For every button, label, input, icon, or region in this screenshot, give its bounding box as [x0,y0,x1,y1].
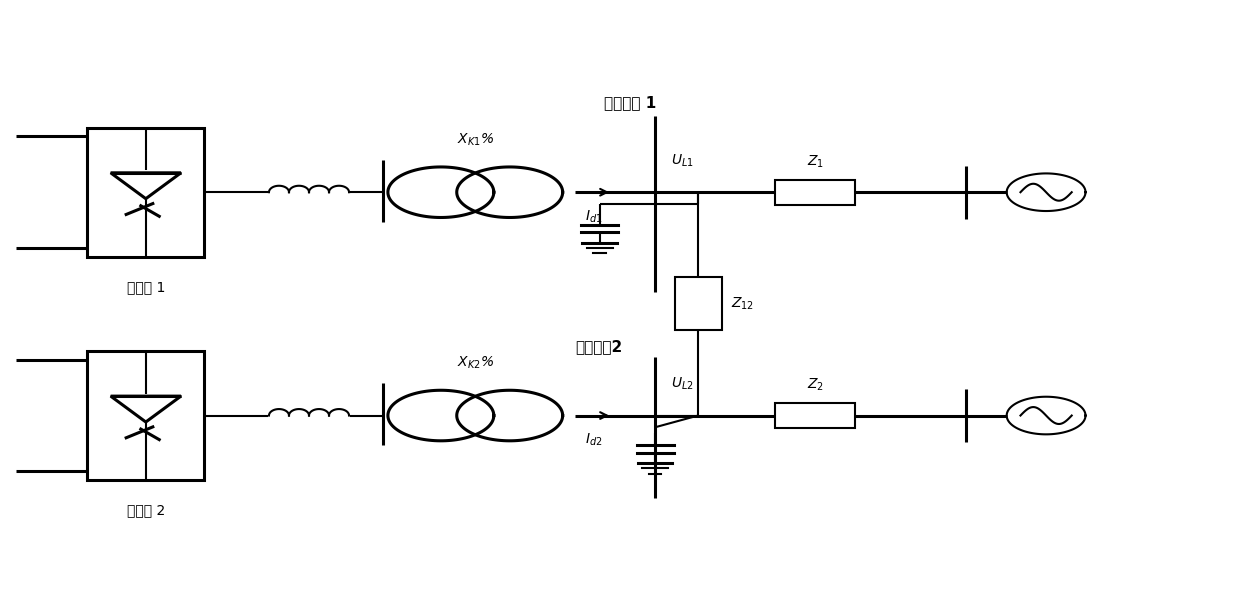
Text: 逆变站 2: 逆变站 2 [126,504,165,518]
Text: $Z_1$: $Z_1$ [807,154,823,170]
Text: 换流母线 1: 换流母线 1 [604,95,656,110]
Text: $I_{d2}$: $I_{d2}$ [585,432,603,448]
Text: $Z_{12}$: $Z_{12}$ [732,296,755,312]
Text: $U_{L2}$: $U_{L2}$ [671,375,694,392]
Text: 换流母线2: 换流母线2 [575,339,622,354]
Bar [775,403,856,428]
Bar [87,351,205,480]
Text: $U_{L1}$: $U_{L1}$ [671,153,694,169]
Text: 逆变站 1: 逆变站 1 [126,280,165,294]
Text: $X_{K2}$%: $X_{K2}$% [456,355,494,371]
Text: $Z_2$: $Z_2$ [807,377,823,393]
Bar [87,128,205,257]
Text: $X_{K1}$%: $X_{K1}$% [456,132,494,148]
Text: $I_{d1}$: $I_{d1}$ [585,209,603,225]
Bar [775,180,856,204]
Bar [675,277,722,330]
